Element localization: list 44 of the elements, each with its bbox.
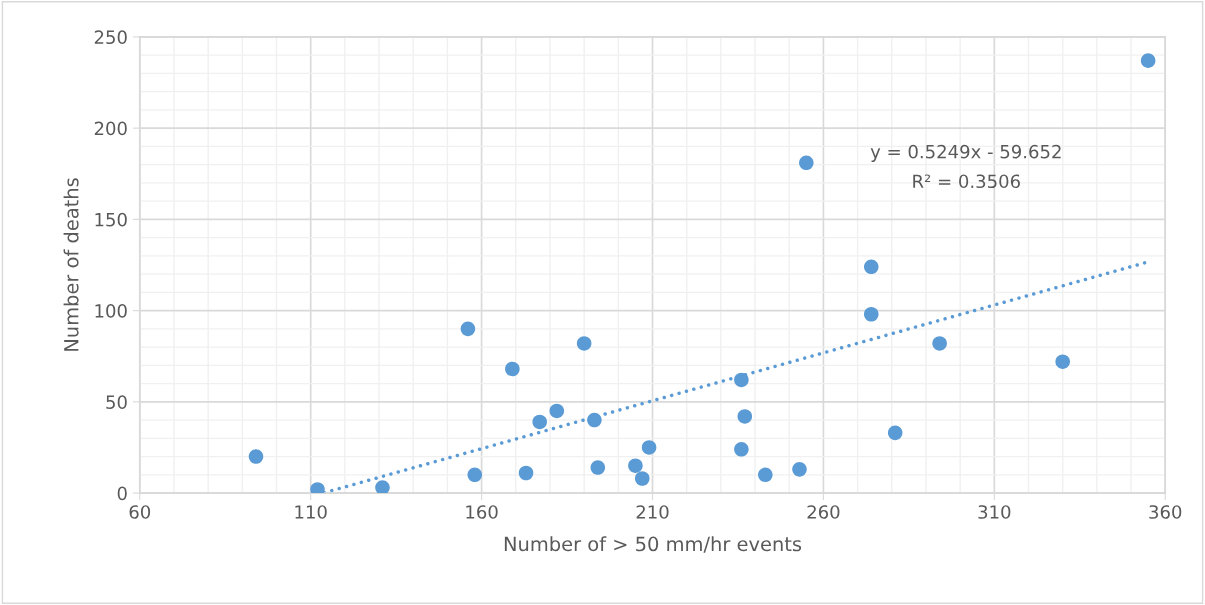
point bbox=[932, 336, 947, 351]
x-tick-label: 310 bbox=[978, 505, 1011, 519]
point bbox=[1140, 53, 1156, 68]
point bbox=[518, 465, 534, 481]
y-axis-title: Number of deaths bbox=[63, 178, 79, 351]
point bbox=[310, 482, 325, 494]
point bbox=[863, 306, 879, 322]
point bbox=[467, 467, 483, 483]
point bbox=[549, 403, 565, 419]
x-tick-label: 360 bbox=[1149, 505, 1182, 519]
point bbox=[532, 414, 547, 430]
annotation: y = 0.5249x - 59.652 bbox=[870, 144, 1061, 162]
point bbox=[734, 372, 749, 388]
annotation: R² = 0.3506 bbox=[913, 174, 1020, 189]
y-tick-label: 150 bbox=[95, 212, 127, 227]
point bbox=[1055, 354, 1070, 369]
x-tick-label: 60 bbox=[129, 505, 151, 519]
y-tick-label: 50 bbox=[106, 395, 127, 409]
point bbox=[628, 458, 643, 473]
x-axis-title: Number of > 50 mm/hr events bbox=[504, 536, 802, 553]
point bbox=[634, 471, 650, 486]
y-tick-label: 250 bbox=[94, 30, 127, 45]
y-tick-label: 200 bbox=[94, 121, 127, 136]
point bbox=[737, 409, 753, 424]
point bbox=[587, 412, 602, 428]
x-tick-label: 110 bbox=[295, 505, 327, 519]
point bbox=[863, 259, 879, 275]
x-tick-label: 160 bbox=[466, 505, 498, 519]
point bbox=[248, 449, 264, 464]
point bbox=[375, 480, 390, 494]
point bbox=[887, 425, 903, 441]
point bbox=[792, 462, 807, 477]
y-tick-label: 100 bbox=[95, 304, 127, 318]
point bbox=[758, 467, 773, 483]
point bbox=[505, 361, 520, 377]
x-tick-label: 210 bbox=[636, 505, 669, 519]
point bbox=[641, 440, 657, 455]
point bbox=[734, 442, 749, 457]
y-tick-label: 0 bbox=[117, 486, 127, 501]
x-tick-label: 260 bbox=[807, 505, 840, 519]
point bbox=[590, 460, 606, 475]
point bbox=[576, 336, 592, 351]
point bbox=[460, 321, 476, 337]
point bbox=[799, 155, 814, 171]
